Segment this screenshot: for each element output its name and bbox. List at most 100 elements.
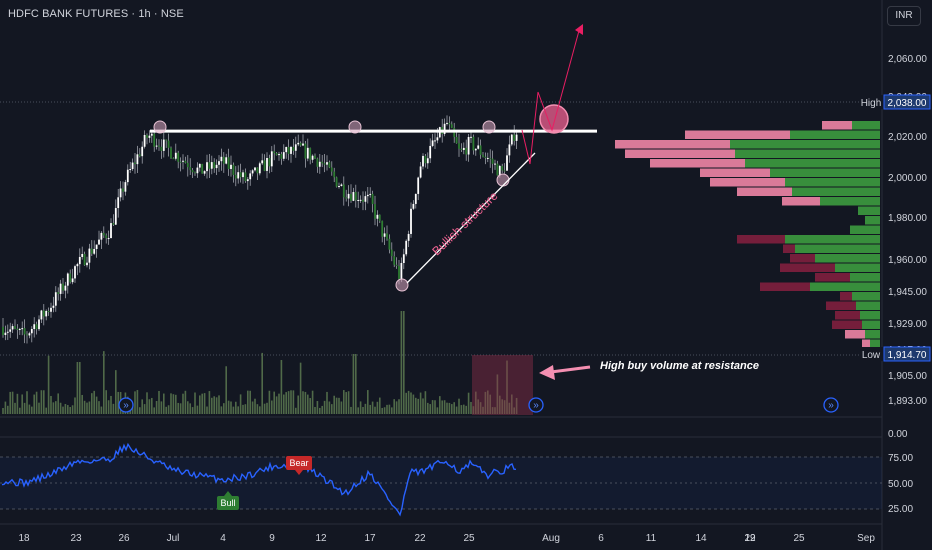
volume-bar [208,391,211,414]
volume-bar [263,403,266,414]
candle-body [186,162,189,168]
candle-body [258,163,261,174]
candle-body [513,134,516,141]
candle-body [436,137,439,141]
candle-body [424,155,427,164]
candle-body [2,326,4,335]
volume-profile-sell-bar [737,235,785,244]
candle-body [306,147,309,159]
volume-bar [448,402,451,414]
volume-bar [230,401,232,414]
volume-bar [203,393,206,414]
candle-body [249,173,252,180]
volume-bar [170,393,172,414]
candle-body [400,262,403,280]
candle-body [194,172,196,174]
volume-bar [93,390,95,414]
candle-body [14,326,16,329]
volume-bar [115,370,117,414]
candle-body [114,208,117,225]
time-axis-label: 26 [118,533,130,544]
candle-body [196,167,199,174]
candle-body [148,135,151,138]
bull-badge-label: Bull [220,498,235,508]
volume-profile-buy-bar [770,168,880,177]
currency-button[interactable]: INR [887,6,921,26]
volume-profile-sell-bar [832,320,862,329]
candle-body [71,278,74,283]
candle-body [354,192,357,201]
price-axis-tick: 1,980.00 [888,213,927,224]
candle-body [299,142,302,146]
rsi-line [1,442,517,517]
volume-bar [167,405,170,414]
candle-body [393,256,396,265]
volume-bar [328,401,331,414]
candle-body [242,172,244,178]
candle-body [86,262,88,266]
candle-body [390,249,393,257]
candle-body [141,146,144,157]
volume-profile-buy-bar [852,292,880,301]
jump-to-realtime-icon-glyph: » [828,400,834,411]
volume-bar [297,395,299,414]
volume-bar [367,390,369,414]
volume-bar [83,400,86,414]
volume-bar [266,402,268,414]
candle-body [498,165,501,176]
volume-bar [472,406,475,414]
volume-bar [494,407,496,414]
candle-body [155,145,158,147]
candle-body [297,142,300,145]
volume-highlight-box [472,355,533,415]
volume-bar [165,406,167,414]
candle-body [350,193,352,201]
candle-body [136,154,139,165]
volume-bar [7,405,9,414]
volume-bar [489,394,491,414]
candle-body [335,177,338,187]
volume-bar [427,402,429,414]
volume-bar [465,405,467,414]
volume-profile-sell-bar [760,282,810,291]
volume-bar [446,402,448,414]
candle-body [503,170,506,172]
volume-bar [482,406,484,414]
candle-body [429,145,432,159]
candle-body [275,153,278,156]
jump-to-realtime-icon[interactable] [823,397,839,413]
candle-body [220,156,223,162]
volume-bar [88,401,91,414]
volume-bar [460,405,463,414]
candle-body [162,139,165,151]
volume-profile-buy-bar [852,121,880,130]
volume-bar [19,407,21,414]
candle-body [321,161,324,164]
time-axis-label: 18 [18,533,30,544]
volume-bar [321,405,323,414]
jump-to-realtime-icon[interactable] [528,397,544,413]
pivot-marker [496,173,510,187]
candle-body [323,163,326,165]
jump-to-realtime-icon[interactable] [118,397,134,413]
candle-body [47,310,50,312]
candle-body [40,310,43,320]
rsi-axis-tick: 75.00 [888,453,913,464]
candle-body [467,137,470,155]
candle-body [33,324,36,329]
volume-bar [491,407,494,414]
volume-bar [345,392,347,414]
candle-body [268,158,271,167]
volume-bar [357,407,359,414]
candle-body [81,253,84,257]
volume-bar [278,393,280,414]
volume-bar [76,362,79,414]
candle-body [208,162,211,169]
candle-body [417,177,420,194]
volume-profile-buy-bar [865,330,880,339]
volume-bar [107,400,110,414]
candle-body [201,163,204,174]
volume-bar [141,399,143,414]
candle-body [129,168,132,170]
